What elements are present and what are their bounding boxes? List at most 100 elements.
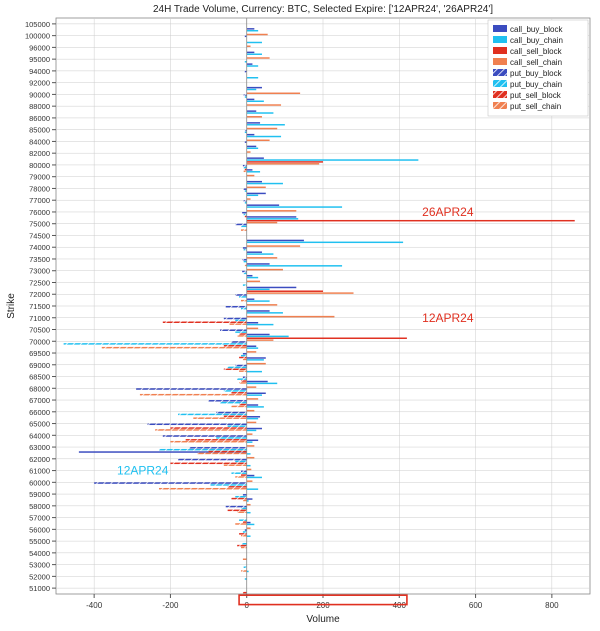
svg-text:66000: 66000 xyxy=(29,408,50,417)
legend-swatch-call_buy_chain xyxy=(493,36,507,43)
bar-call_sell_block xyxy=(247,161,323,162)
bar-call_sell_chain xyxy=(247,151,251,152)
bar-put_sell_block xyxy=(239,357,247,358)
bar-call_buy_block xyxy=(247,240,304,241)
bar-call_sell_chain xyxy=(247,257,278,258)
svg-text:60000: 60000 xyxy=(29,478,50,487)
bar-put_buy_chain xyxy=(231,472,246,473)
bar-call_sell_chain xyxy=(247,46,251,47)
bar-call_sell_chain xyxy=(247,445,255,446)
bar-put_buy_chain xyxy=(239,519,247,520)
bar-put_sell_block xyxy=(237,545,247,546)
svg-text:88000: 88000 xyxy=(29,102,50,111)
legend-swatch-call_sell_block xyxy=(493,47,507,54)
bar-call_buy_block xyxy=(247,263,270,264)
bar-put_buy_block xyxy=(244,188,247,189)
bar-put_sell_block xyxy=(228,486,247,487)
bar-call_sell_chain xyxy=(247,527,251,528)
bar-call_buy_chain xyxy=(247,488,258,489)
bar-put_buy_chain xyxy=(239,296,247,297)
bar-put_buy_block xyxy=(235,365,246,366)
bar-call_sell_chain xyxy=(247,222,278,223)
svg-text:100000: 100000 xyxy=(25,32,50,41)
bar-put_buy_chain xyxy=(241,508,247,509)
legend-label-call_sell_chain: call_sell_chain xyxy=(510,58,562,67)
bar-put_sell_block xyxy=(231,498,246,499)
svg-text:77000: 77000 xyxy=(29,196,50,205)
bar-put_buy_chain xyxy=(235,461,246,462)
bar-call_buy_block xyxy=(247,275,253,276)
bar-put_sell_chain xyxy=(197,453,247,454)
bar-call_sell_chain xyxy=(247,140,270,141)
bar-call_buy_block xyxy=(247,251,262,252)
bar-call_buy_chain xyxy=(247,265,342,266)
bar-put_buy_block xyxy=(178,459,247,460)
bar-put_buy_chain xyxy=(243,531,247,532)
bar-call_buy_chain xyxy=(247,465,251,466)
bar-put_sell_block xyxy=(239,404,247,405)
bar-call_sell_chain xyxy=(247,339,274,340)
bar-call_buy_chain xyxy=(247,124,285,125)
bar-put_sell_chain xyxy=(235,476,246,477)
bar-put_buy_block xyxy=(163,435,247,436)
bar-put_buy_block xyxy=(226,506,247,507)
bar-call_buy_block xyxy=(247,146,257,147)
legend-swatch-call_buy_block xyxy=(493,25,507,32)
svg-text:96000: 96000 xyxy=(29,43,50,52)
bar-put_sell_block xyxy=(239,533,247,534)
bar-call_buy_block xyxy=(247,310,270,311)
bar-call_buy_chain xyxy=(247,347,258,348)
svg-text:82000: 82000 xyxy=(29,149,50,158)
bar-put_sell_chain xyxy=(159,488,247,489)
bar-put_sell_block xyxy=(170,463,246,464)
trade-volume-chart: -400-20002004006008005100052000530005400… xyxy=(0,0,600,631)
bar-call_buy_chain xyxy=(247,65,258,66)
bar-put_buy_chain xyxy=(242,543,247,544)
bar-call_sell_chain xyxy=(247,433,253,434)
svg-text:86000: 86000 xyxy=(29,114,50,123)
bar-put_sell_block xyxy=(224,416,247,417)
bar-put_sell_chain xyxy=(237,335,247,336)
bar-call_buy_chain xyxy=(247,253,274,254)
bar-put_buy_chain xyxy=(244,566,247,567)
bar-call_buy_block xyxy=(247,287,297,288)
bar-put_buy_block xyxy=(216,412,247,413)
bar-call_buy_block xyxy=(247,357,266,358)
bar-put_buy_block xyxy=(243,247,247,248)
svg-text:67000: 67000 xyxy=(29,396,50,405)
legend-swatch-put_buy_block xyxy=(493,69,507,76)
bar-put_buy_block xyxy=(244,200,247,201)
bar-call_sell_chain xyxy=(247,469,252,470)
bar-put_buy_block xyxy=(242,259,247,260)
bar-call_buy_chain xyxy=(247,336,289,337)
bar-call_buy_block xyxy=(247,522,251,523)
legend-label-put_sell_block: put_sell_block xyxy=(510,91,562,100)
svg-text:54000: 54000 xyxy=(29,549,50,558)
bar-call_sell_chain xyxy=(247,281,260,282)
bar-call_buy_block xyxy=(247,52,255,53)
bar-put_sell_chain xyxy=(241,570,247,571)
bar-call_sell_chain xyxy=(247,398,258,399)
bar-call_buy_block xyxy=(247,193,266,194)
svg-text:94000: 94000 xyxy=(29,67,50,76)
bar-put_sell_block xyxy=(231,392,246,393)
bar-call_sell_chain xyxy=(247,292,354,293)
bar-put_buy_chain xyxy=(224,390,247,391)
svg-text:74000: 74000 xyxy=(29,243,50,252)
svg-text:72000: 72000 xyxy=(29,290,50,299)
bar-call_sell_chain xyxy=(247,504,251,505)
bar-call_buy_block xyxy=(247,475,255,476)
bar-put_buy_chain xyxy=(159,449,247,450)
bar-put_sell_chain xyxy=(239,370,247,371)
svg-text:55000: 55000 xyxy=(29,537,50,546)
bar-put_sell_chain xyxy=(170,441,246,442)
bar-put_buy_block xyxy=(241,471,247,472)
svg-text:105000: 105000 xyxy=(25,20,50,29)
bar-put_sell_block xyxy=(163,322,247,323)
bar-call_buy_chain xyxy=(247,524,255,525)
bar-put_sell_chain xyxy=(155,429,247,430)
bar-put_buy_chain xyxy=(244,249,247,250)
bar-put_buy_chain xyxy=(237,378,247,379)
bar-call_sell_chain xyxy=(247,245,300,246)
bar-put_buy_block xyxy=(209,400,247,401)
